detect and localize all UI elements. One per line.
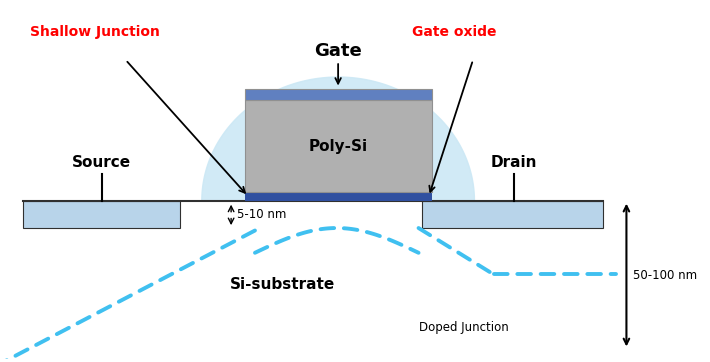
Bar bbox=[245, 89, 432, 100]
Text: Source: Source bbox=[72, 155, 131, 170]
Polygon shape bbox=[202, 77, 474, 201]
Text: Poly-Si: Poly-Si bbox=[309, 139, 368, 153]
Bar bbox=[245, 192, 432, 201]
Text: 5-10 nm: 5-10 nm bbox=[236, 208, 286, 221]
Text: Drain: Drain bbox=[491, 155, 537, 170]
Text: Gate oxide: Gate oxide bbox=[412, 25, 496, 39]
Text: Shallow Junction: Shallow Junction bbox=[30, 25, 160, 39]
Text: 50-100 nm: 50-100 nm bbox=[633, 269, 697, 282]
Text: Si-substrate: Si-substrate bbox=[229, 277, 335, 292]
Bar bbox=[23, 201, 180, 228]
Text: Doped Junction: Doped Junction bbox=[419, 320, 508, 333]
Bar bbox=[245, 100, 432, 192]
Text: Gate: Gate bbox=[315, 42, 362, 60]
Bar bbox=[422, 201, 603, 228]
